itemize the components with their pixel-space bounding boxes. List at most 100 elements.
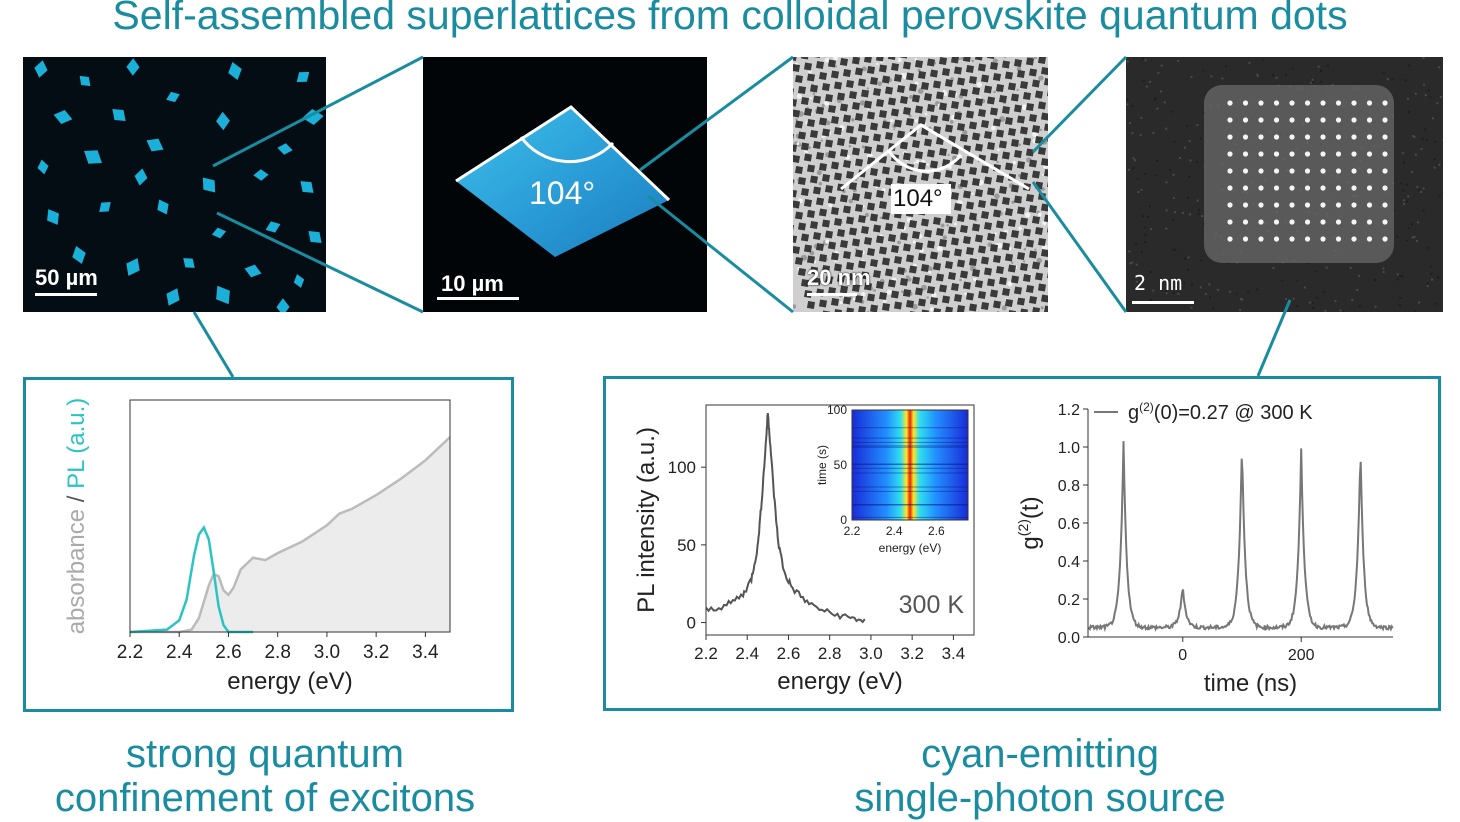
lattice-site [833, 172, 843, 181]
y-axis-label: g(2)(t) [1015, 496, 1044, 549]
lattice-site [953, 248, 963, 257]
lattice-site [881, 211, 891, 221]
lattice-site [908, 174, 918, 183]
lattice-site [806, 118, 816, 128]
lattice-site [845, 125, 855, 134]
lattice-site [1025, 284, 1035, 294]
lattice-site [1043, 123, 1048, 132]
atom-column [1382, 168, 1388, 174]
lattice-site [866, 111, 876, 120]
atom-column [1351, 168, 1357, 174]
lattice-site [911, 94, 921, 103]
atom-column [1320, 100, 1326, 106]
atom-column [1351, 151, 1357, 157]
crystal [166, 91, 180, 103]
lattice-site [962, 99, 972, 108]
x-tick-label: 2.2 [694, 644, 718, 663]
lattice-site [899, 277, 909, 287]
y-tick-label: 1.2 [1058, 402, 1080, 419]
lattice-site [800, 96, 810, 106]
lattice-site [959, 270, 969, 279]
lattice-site [1016, 115, 1026, 124]
atom-column [1273, 202, 1280, 208]
atom-column [1366, 185, 1373, 191]
lattice-site [944, 306, 954, 312]
caption-left-line1: strong quantum [126, 732, 404, 776]
lattice-site [1004, 207, 1014, 217]
crystal [146, 138, 164, 152]
lattice-site [962, 57, 972, 63]
atom-column [1227, 168, 1233, 174]
lattice-site [842, 159, 852, 169]
atom-column [1366, 202, 1373, 208]
lattice-site [863, 100, 873, 109]
lattice-site [950, 146, 960, 155]
atom-column [1258, 134, 1264, 140]
lattice-site [839, 57, 849, 67]
lattice-site [875, 235, 885, 244]
atom-column [1289, 100, 1295, 106]
lattice-site [941, 249, 951, 259]
lattice-site [917, 252, 927, 262]
lattice-site [1010, 229, 1020, 239]
atom-column [1335, 134, 1342, 140]
atom-column [1351, 134, 1357, 140]
lattice-site [953, 202, 963, 212]
atom-column [1273, 100, 1280, 106]
lattice-site [929, 69, 939, 78]
g2-legend: g(2)(0)=0.27 @ 300 K [1128, 400, 1313, 424]
crystal [166, 288, 180, 306]
lattice-site [911, 139, 921, 149]
lattice-site [995, 220, 1005, 229]
atom-column [1273, 134, 1280, 140]
lattice-site [1022, 228, 1032, 237]
lattice-site [968, 303, 978, 312]
lattice-site [863, 57, 873, 64]
lattice-site [956, 122, 966, 132]
lattice-site [992, 300, 1002, 309]
lattice-site [971, 132, 981, 141]
lattice-site [905, 117, 915, 127]
lattice-site [830, 70, 840, 79]
lattice-site [887, 233, 897, 243]
y-tick-label: 0 [687, 614, 696, 633]
lattice-site [824, 139, 834, 148]
lattice-site [803, 107, 813, 117]
lattice-site [809, 220, 819, 230]
lattice-site [793, 98, 798, 107]
lattice-site [1013, 104, 1023, 113]
lattice-site [842, 114, 852, 123]
lattice-site [884, 177, 894, 186]
atom-column [1258, 151, 1264, 157]
lattice-site [1001, 196, 1011, 206]
lattice-site [968, 166, 978, 176]
lattice-site [983, 130, 993, 140]
lattice-site [866, 65, 876, 75]
lattice-site [908, 265, 918, 274]
crystal [112, 108, 126, 122]
lattice-site [920, 309, 930, 312]
atom-column [1227, 134, 1233, 140]
atom-column [1351, 117, 1357, 123]
lattice-site [839, 239, 849, 249]
lattice-site [809, 84, 819, 93]
lattice-site [923, 229, 933, 238]
lattice [793, 57, 1048, 312]
lattice-site [881, 120, 891, 130]
lattice-site [800, 233, 810, 242]
lattice-site [944, 260, 954, 270]
lattice-site [848, 227, 858, 236]
y-axis-label: PL intensity (a.u.) [633, 427, 660, 613]
angle-arc [519, 136, 615, 164]
pl-and-g2-charts: 2.2 2.4 2.6 2.8 3.0 3.2 3.4 0 50 100 energy (eV) PL… [633, 400, 1394, 697]
lattice-site [902, 106, 912, 116]
lattice-site [833, 81, 843, 90]
single-crystal-image: 104° 10 µm [423, 57, 707, 312]
crystal [134, 168, 148, 186]
lattice-site [992, 118, 1002, 127]
lattice-site [1016, 69, 1026, 79]
lattice-site [821, 264, 831, 274]
lattice-site [878, 64, 888, 73]
lattice-site [1034, 90, 1044, 99]
